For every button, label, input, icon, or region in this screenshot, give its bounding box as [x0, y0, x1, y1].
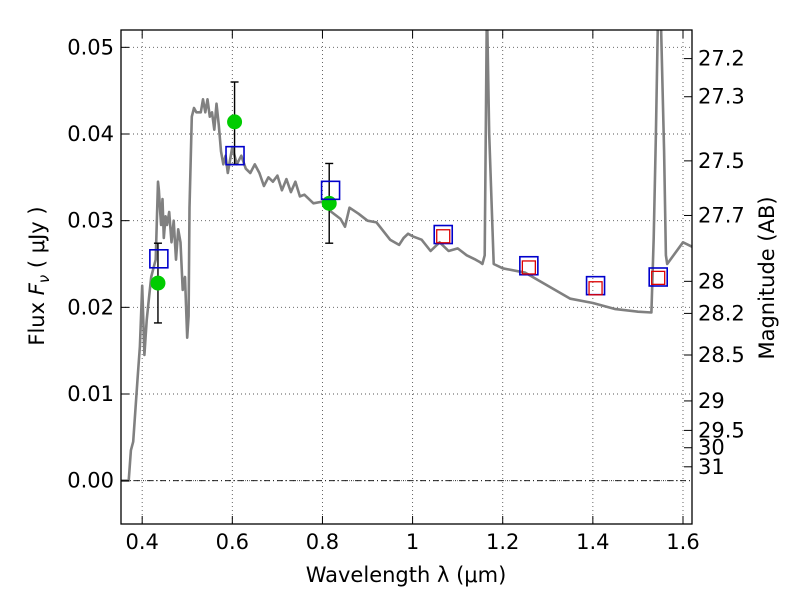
right-tick-label: 28 [698, 269, 725, 293]
sed-model-series [121, 30, 692, 483]
sed-model-line [121, 30, 692, 483]
plot-frame [120, 29, 693, 525]
right-tick-label: 28.2 [698, 301, 745, 325]
blue-square-marker [225, 145, 245, 166]
observed-point [227, 114, 243, 130]
y-tick-label: 0.04 [67, 122, 114, 146]
model-squares [149, 145, 668, 296]
red-square-marker [588, 281, 603, 296]
y-tick-label: 0.02 [67, 295, 114, 319]
x-tick-label: 1.2 [486, 530, 519, 554]
axis-ticks [121, 30, 692, 524]
y-tick-label: 0.00 [67, 469, 114, 493]
y-axis-title: Flux Fν ( μJy ) [25, 206, 53, 345]
y-axis-title-subscript: ν [35, 275, 53, 283]
x-tick-label: 0.6 [216, 530, 249, 554]
blue-square-marker [519, 255, 539, 276]
right-tick-label: 30 [698, 436, 725, 460]
x-tick-label: 1 [406, 530, 419, 554]
x-axis-title: Wavelength λ (μm) [306, 563, 507, 587]
x-tick-label: 0.8 [306, 530, 339, 554]
right-tick-label: 27.3 [698, 85, 745, 109]
x-tick-labels: 0.4 0.6 0.8 1 1.2 1.4 1.6 [125, 530, 699, 554]
x-tick-label: 1.4 [576, 530, 609, 554]
y-axis-title-symbol: F [25, 282, 49, 295]
red-square-marker [436, 229, 451, 244]
error-bars [153, 81, 334, 324]
y-axis-title-prefix: Flux [25, 295, 49, 345]
y-tick-label: 0.05 [67, 35, 114, 59]
red-square-marker [651, 270, 666, 286]
red-square-marker [521, 260, 537, 275]
x-tick-label: 0.4 [125, 530, 158, 554]
right-tick-label: 27.7 [698, 203, 745, 227]
x-tick-label: 1.6 [666, 530, 699, 554]
blue-square-marker [648, 267, 668, 287]
right-tick-label: 28.5 [698, 343, 745, 367]
right-tick-label: 27.2 [698, 47, 745, 71]
blue-square-marker [433, 224, 454, 245]
y-axis-title-suffix: ( μJy ) [25, 206, 49, 274]
y-tick-label: 0.03 [67, 209, 114, 233]
right-tick-label: 29 [698, 389, 725, 413]
right-tick-label: 27.5 [698, 149, 745, 173]
right-tick-label: 31 [698, 455, 725, 479]
y-tick-label: 0.01 [67, 382, 114, 406]
blue-square-marker [149, 249, 169, 269]
right-axis-title: Magnitude (AB) [755, 196, 779, 359]
observed-point [150, 275, 166, 291]
blue-square-marker [320, 180, 341, 201]
observed-point [321, 195, 337, 211]
observed-points [150, 114, 337, 291]
y-tick-labels: 0.00 0.01 0.02 0.03 0.04 0.05 [67, 35, 114, 492]
right-tick-label: 29.5 [698, 418, 745, 442]
